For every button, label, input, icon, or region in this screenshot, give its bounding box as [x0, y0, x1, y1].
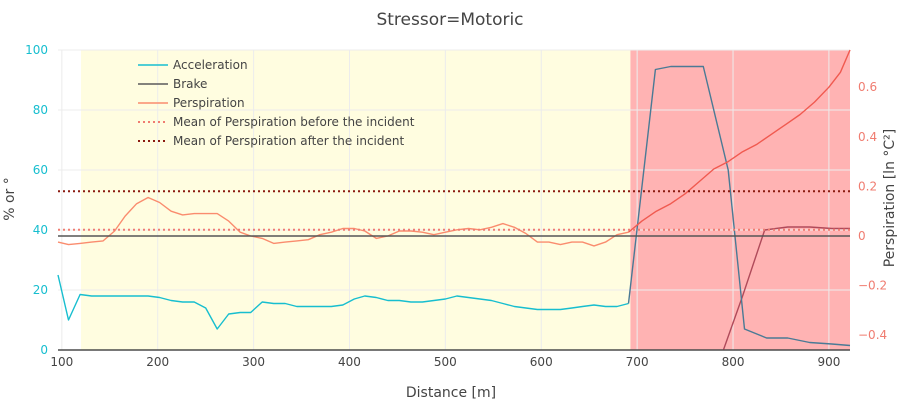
- legend: Acceleration Brake Perspiration Mean of Per…: [138, 58, 415, 148]
- y-axis-right-title: Perspiration [ln °C²]: [882, 129, 898, 268]
- x-tick-label: 200: [146, 355, 169, 369]
- series-line-3: [627, 65, 851, 347]
- x-tick-label: 100: [50, 355, 73, 369]
- y-right-tick-label: 0.4: [858, 130, 877, 144]
- y-left-tick-label: 60: [33, 163, 48, 177]
- region-before-incident: [81, 50, 631, 350]
- series-line-5: [628, 49, 851, 233]
- y-right-tick-label: −0.2: [858, 279, 887, 293]
- region-incident: [630, 50, 850, 350]
- series-group: [57, 49, 851, 351]
- legend-label: Perspiration: [173, 96, 245, 110]
- x-tick-label: 700: [626, 355, 649, 369]
- series-line-4: [57, 196, 629, 247]
- y-right-tick-label: 0.2: [858, 179, 877, 193]
- chart-title: Stressor=Motoric: [376, 10, 523, 30]
- y-right-tick-label: −0.4: [858, 328, 887, 342]
- shaded-regions: [81, 50, 850, 350]
- y-left-tick-label: 40: [33, 223, 48, 237]
- legend-label: Mean of Perspiration after the incident: [173, 134, 404, 148]
- axes-group: 100 200 300 400 500 600 700 800 900 0 20 40 60 80 100 −…: [25, 43, 887, 369]
- x-tick-label: 600: [530, 355, 553, 369]
- x-tick-label: 400: [338, 355, 361, 369]
- x-axis-title: Distance [m]: [406, 385, 496, 400]
- legend-label: Acceleration: [173, 58, 248, 72]
- x-tick-label: 800: [722, 355, 745, 369]
- x-tick-label: 300: [242, 355, 265, 369]
- series-line-0: [57, 274, 629, 330]
- legend-label: Brake: [173, 77, 207, 91]
- x-tick-label: 900: [817, 355, 840, 369]
- series-line-2: [722, 226, 850, 351]
- y-left-tick-label: 20: [33, 283, 48, 297]
- legend-label: Mean of Perspiration before the incident: [173, 115, 415, 129]
- y-left-tick-label: 0: [40, 343, 48, 357]
- y-axis-left-title: % or °: [2, 177, 18, 221]
- y-right-tick-label: 0.6: [858, 80, 877, 94]
- x-tick-label: 500: [434, 355, 457, 369]
- y-left-tick-label: 100: [25, 43, 48, 57]
- y-left-tick-label: 80: [33, 103, 48, 117]
- y-right-tick-label: 0: [858, 229, 866, 243]
